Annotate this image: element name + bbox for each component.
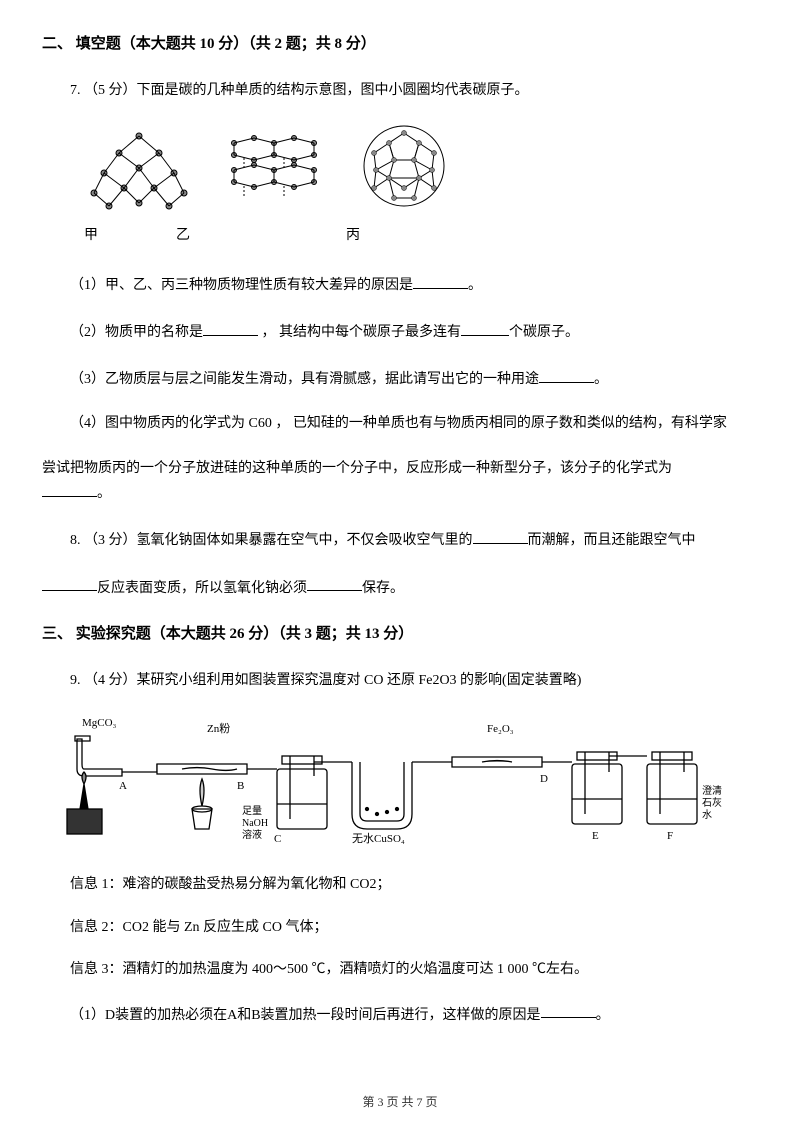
period: 。 <box>596 1007 610 1022</box>
fullerene-structure-icon <box>354 118 454 213</box>
q7-sub4b: 尝试把物质丙的一个分子放进硅的这种单质的一个分子中，反应形成一种新型分子，该分子… <box>42 461 672 476</box>
period: 。 <box>97 486 111 501</box>
q7-sub3: （3）乙物质层与层之间能发生滑动，具有滑腻感，据此请写出它的一种用途 。 <box>42 366 758 391</box>
q9-info1: 信息 1：难溶的碳酸盐受热易分解为氧化物和 CO2； <box>42 874 758 896</box>
carbon-structures-figure <box>84 118 758 213</box>
graphite-structure-icon <box>219 128 334 213</box>
svg-text:F: F <box>667 830 673 842</box>
q7-sub2b: ， 其结构中每个碳原子最多连有 <box>258 325 461 340</box>
svg-text:水: 水 <box>702 809 712 821</box>
svg-text:E: E <box>592 830 599 842</box>
label-bing: 丙 <box>346 225 360 247</box>
q9-sub1a: （1）D装置的加热必须在A和B装置加热一段时间后再进行，这样做的原因是 <box>70 1007 541 1022</box>
page-footer: 第 3 页 共 7 页 <box>0 1093 800 1112</box>
q8d: 保存。 <box>362 580 404 595</box>
svg-text:无水CuSO₄: 无水CuSO₄ <box>352 832 405 844</box>
svg-text:Zn粉: Zn粉 <box>207 722 230 735</box>
blank <box>413 272 468 289</box>
label-yi: 乙 <box>126 225 346 247</box>
q7-sub2a: （2）物质甲的名称是 <box>70 325 203 340</box>
q8: 8. （3 分）氢氧化钠固体如果暴露在空气中，不仅会吸收空气里的 而潮解，而且还能… <box>42 527 758 552</box>
q9-sub1: （1）D装置的加热必须在A和B装置加热一段时间后再进行，这样做的原因是 。 <box>42 1002 758 1027</box>
q7-sub4-line2: 尝试把物质丙的一个分子放进硅的这种单质的一个分子中，反应形成一种新型分子，该分子… <box>42 458 758 506</box>
q8-line2: 反应表面变质，所以氢氧化钠必须 保存。 <box>42 575 758 600</box>
svg-text:C: C <box>274 833 281 844</box>
blank <box>541 1002 596 1019</box>
structure-labels-row: 甲 乙 丙 <box>84 225 758 247</box>
q9-stem: 9. （4 分）某研究小组利用如图装置探究温度对 CO 还原 Fe2O3 的影响… <box>42 670 758 692</box>
q7-sub3a: （3）乙物质层与层之间能发生滑动，具有滑腻感，据此请写出它的一种用途 <box>70 372 539 387</box>
svg-text:NaOH: NaOH <box>242 818 268 829</box>
blank <box>307 575 362 592</box>
q8a: 8. （3 分）氢氧化钠固体如果暴露在空气中，不仅会吸收空气里的 <box>70 533 473 548</box>
label-jia: 甲 <box>84 225 126 247</box>
mgco3-label: MgCO₃ <box>82 717 117 729</box>
svg-text:澄清: 澄清 <box>702 784 722 797</box>
svg-text:D: D <box>540 773 548 785</box>
svg-text:足量: 足量 <box>242 805 262 817</box>
q7-sub1: （1）甲、乙、丙三种物质物理性质有较大差异的原因是 。 <box>42 272 758 297</box>
blank <box>203 319 258 336</box>
q8c: 反应表面变质，所以氢氧化钠必须 <box>97 580 307 595</box>
diamond-structure-icon <box>84 128 199 213</box>
q8b: 而潮解，而且还能跟空气中 <box>528 533 696 548</box>
q7-sub2: （2）物质甲的名称是 ， 其结构中每个碳原子最多连有 个碳原子。 <box>42 319 758 344</box>
svg-text:B: B <box>237 780 244 792</box>
blank <box>473 527 528 544</box>
q9-info3: 信息 3：酒精灯的加热温度为 400～500 ℃，酒精喷灯的火焰温度可达 1 0… <box>42 959 758 981</box>
q7-sub1-text: （1）甲、乙、丙三种物质物理性质有较大差异的原因是 <box>70 278 413 293</box>
blank <box>461 319 509 336</box>
q7-sub4-line1: （4）图中物质丙的化学式为 C60 ， 已知硅的一种单质也有与物质丙相同的原子数… <box>42 413 758 435</box>
q9-info2: 信息 2：CO2 能与 Zn 反应生成 CO 气体； <box>42 917 758 939</box>
section-2-header: 二、 填空题（本大题共 10 分）（共 2 题；共 8 分） <box>42 32 758 56</box>
period: 。 <box>594 372 608 387</box>
q7-stem: 7. （5 分）下面是碳的几种单质的结构示意图，图中小圆圈均代表碳原子。 <box>42 80 758 102</box>
blank <box>42 480 97 497</box>
section-3-header: 三、 实验探究题（本大题共 26 分）（共 3 题；共 13 分） <box>42 622 758 646</box>
blank <box>42 575 97 592</box>
period: 。 <box>468 278 482 293</box>
svg-text:Fe₂O₃: Fe₂O₃ <box>487 723 514 735</box>
blank <box>539 366 594 383</box>
experiment-apparatus-figure: MgCO₃ A Zn粉 B C <box>42 714 758 852</box>
q7-sub2c: 个碳原子。 <box>509 325 579 340</box>
svg-text:A: A <box>119 780 127 792</box>
svg-text:石灰: 石灰 <box>702 796 722 809</box>
svg-text:溶液: 溶液 <box>242 828 262 841</box>
